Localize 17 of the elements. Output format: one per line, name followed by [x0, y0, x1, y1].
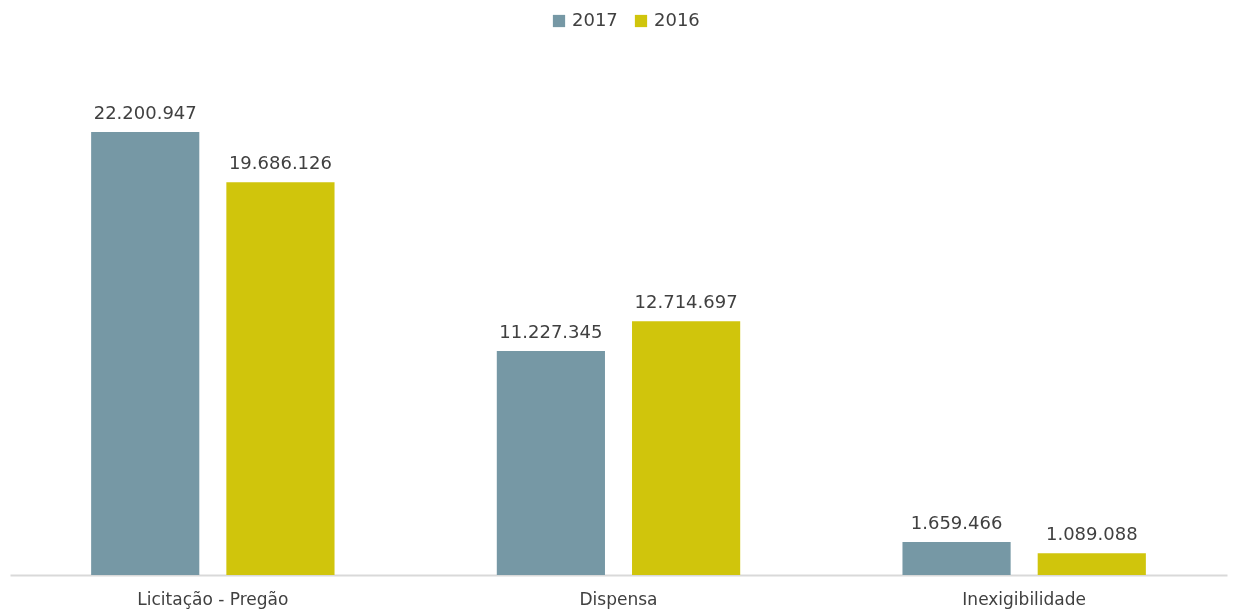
- bar: [1037, 553, 1146, 575]
- x-tick-label: Inexigibilidade: [962, 588, 1086, 609]
- data-label: 1.089.088: [1045, 523, 1138, 545]
- x-tick-label: Dispensa: [579, 588, 658, 609]
- legend-label: 2017: [572, 9, 618, 30]
- legend-label: 2016: [654, 9, 700, 30]
- bar: [902, 541, 1011, 575]
- data-label: 12.714.697: [634, 291, 738, 313]
- bar: [91, 132, 200, 575]
- data-label: 22.200.947: [93, 102, 197, 123]
- bar: [226, 182, 335, 575]
- data-label: 19.686.126: [228, 152, 332, 174]
- bar: [496, 350, 605, 575]
- bar: [632, 321, 741, 575]
- x-tick-label: Licitação - Pregão: [137, 588, 289, 609]
- data-label: 11.227.345: [499, 320, 603, 342]
- data-label: 1.659.466: [910, 511, 1003, 533]
